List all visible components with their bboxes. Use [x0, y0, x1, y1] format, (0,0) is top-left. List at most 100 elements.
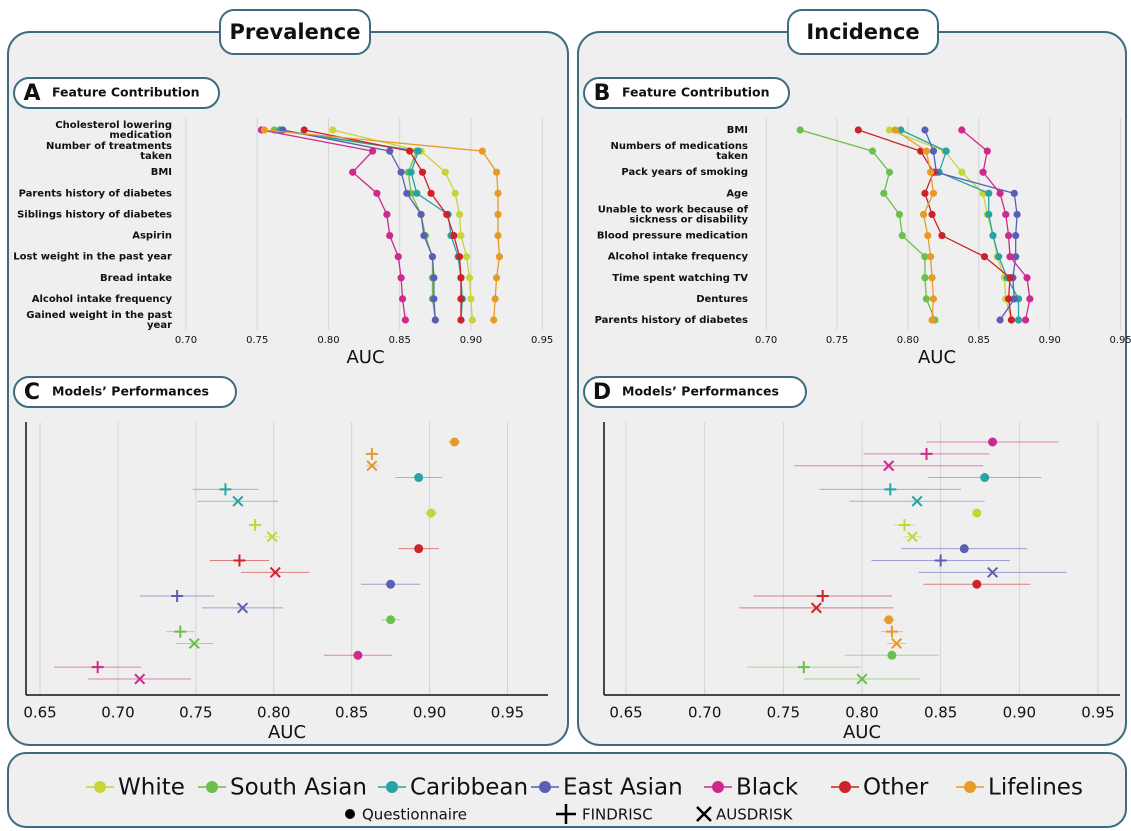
legend-key [539, 781, 551, 793]
point [885, 126, 894, 134]
point [468, 316, 476, 324]
x-tick-label: 0.75 [246, 335, 268, 346]
point [880, 189, 888, 197]
legend-frame [7, 752, 1127, 828]
point [796, 126, 804, 134]
series-line [261, 129, 407, 321]
point [928, 274, 936, 282]
point [1004, 295, 1013, 303]
legend-key [206, 781, 218, 793]
point [996, 189, 1004, 197]
point [985, 189, 993, 197]
x-axis-label: AUC [918, 347, 956, 368]
point [922, 147, 930, 155]
panel-title: Feature Contribution [622, 85, 770, 100]
point [171, 590, 184, 603]
category-label: Blood pressure medication [597, 231, 748, 242]
point [443, 210, 451, 219]
x-axis-label: AUC [346, 347, 384, 368]
point [494, 231, 502, 240]
legend-label: Caribbean [410, 775, 528, 801]
point [928, 316, 936, 324]
heading: Incidence [806, 20, 919, 44]
series-line [800, 129, 936, 321]
point [906, 531, 918, 543]
point [929, 295, 938, 303]
x-tick-label: 0.65 [609, 704, 642, 722]
point [494, 210, 502, 219]
point [237, 602, 249, 614]
point [426, 508, 436, 518]
point [414, 544, 424, 554]
point [920, 447, 933, 460]
point [427, 189, 435, 197]
legend-label: White [118, 775, 185, 801]
point [463, 253, 471, 261]
point [1007, 316, 1016, 324]
point [431, 316, 439, 324]
legend-key [839, 781, 851, 793]
category-label: Parents history of diabetes [19, 188, 172, 199]
point [269, 566, 281, 578]
x-tick-label: 0.95 [1081, 704, 1114, 722]
series-line [900, 129, 1020, 320]
x-tick-label: 0.65 [23, 704, 56, 722]
point [219, 483, 232, 496]
x-tick-label: 0.85 [389, 335, 411, 346]
category-label: Alcohol intake frequency [608, 252, 749, 263]
legend-key [556, 804, 576, 824]
point [959, 544, 969, 554]
point [891, 126, 899, 134]
point [349, 168, 357, 176]
point [1022, 316, 1030, 324]
x-tick-label: 0.80 [845, 704, 878, 722]
point [1010, 189, 1018, 197]
point [233, 554, 246, 567]
point [407, 168, 415, 176]
series-line [961, 129, 1031, 321]
point [924, 231, 932, 240]
point [797, 661, 810, 674]
legend-label: East Asian [563, 775, 683, 801]
x-tick-label: 0.75 [179, 704, 212, 722]
point [868, 147, 877, 155]
point [430, 274, 438, 282]
point [884, 483, 897, 496]
point [450, 231, 458, 240]
point [1006, 253, 1014, 261]
point [887, 650, 897, 660]
point [854, 126, 862, 134]
point [365, 447, 378, 460]
point [386, 579, 396, 589]
x-tick-label: 0.80 [257, 704, 290, 722]
point [134, 673, 146, 685]
point [891, 637, 903, 649]
point [972, 579, 982, 589]
x-tick-label: 0.95 [531, 335, 553, 346]
point [1023, 274, 1031, 282]
x-tick-label: 0.70 [175, 335, 197, 346]
heading-box [219, 9, 371, 55]
series-line [332, 129, 474, 321]
panel-title: Feature Contribution [52, 85, 200, 100]
point [1013, 210, 1021, 219]
series-line [889, 129, 1013, 321]
panel-letter: D [593, 380, 611, 405]
point [369, 147, 377, 155]
point [1014, 316, 1023, 324]
point [457, 316, 465, 324]
point [329, 126, 337, 134]
point [985, 210, 993, 219]
point [450, 437, 460, 447]
point [386, 615, 396, 625]
point [929, 189, 938, 197]
point [927, 168, 935, 176]
series-line [894, 129, 935, 321]
point [884, 615, 894, 625]
point [478, 147, 486, 155]
point [188, 637, 200, 649]
panel-letter: A [23, 81, 40, 106]
category-label: BMI [151, 167, 172, 178]
